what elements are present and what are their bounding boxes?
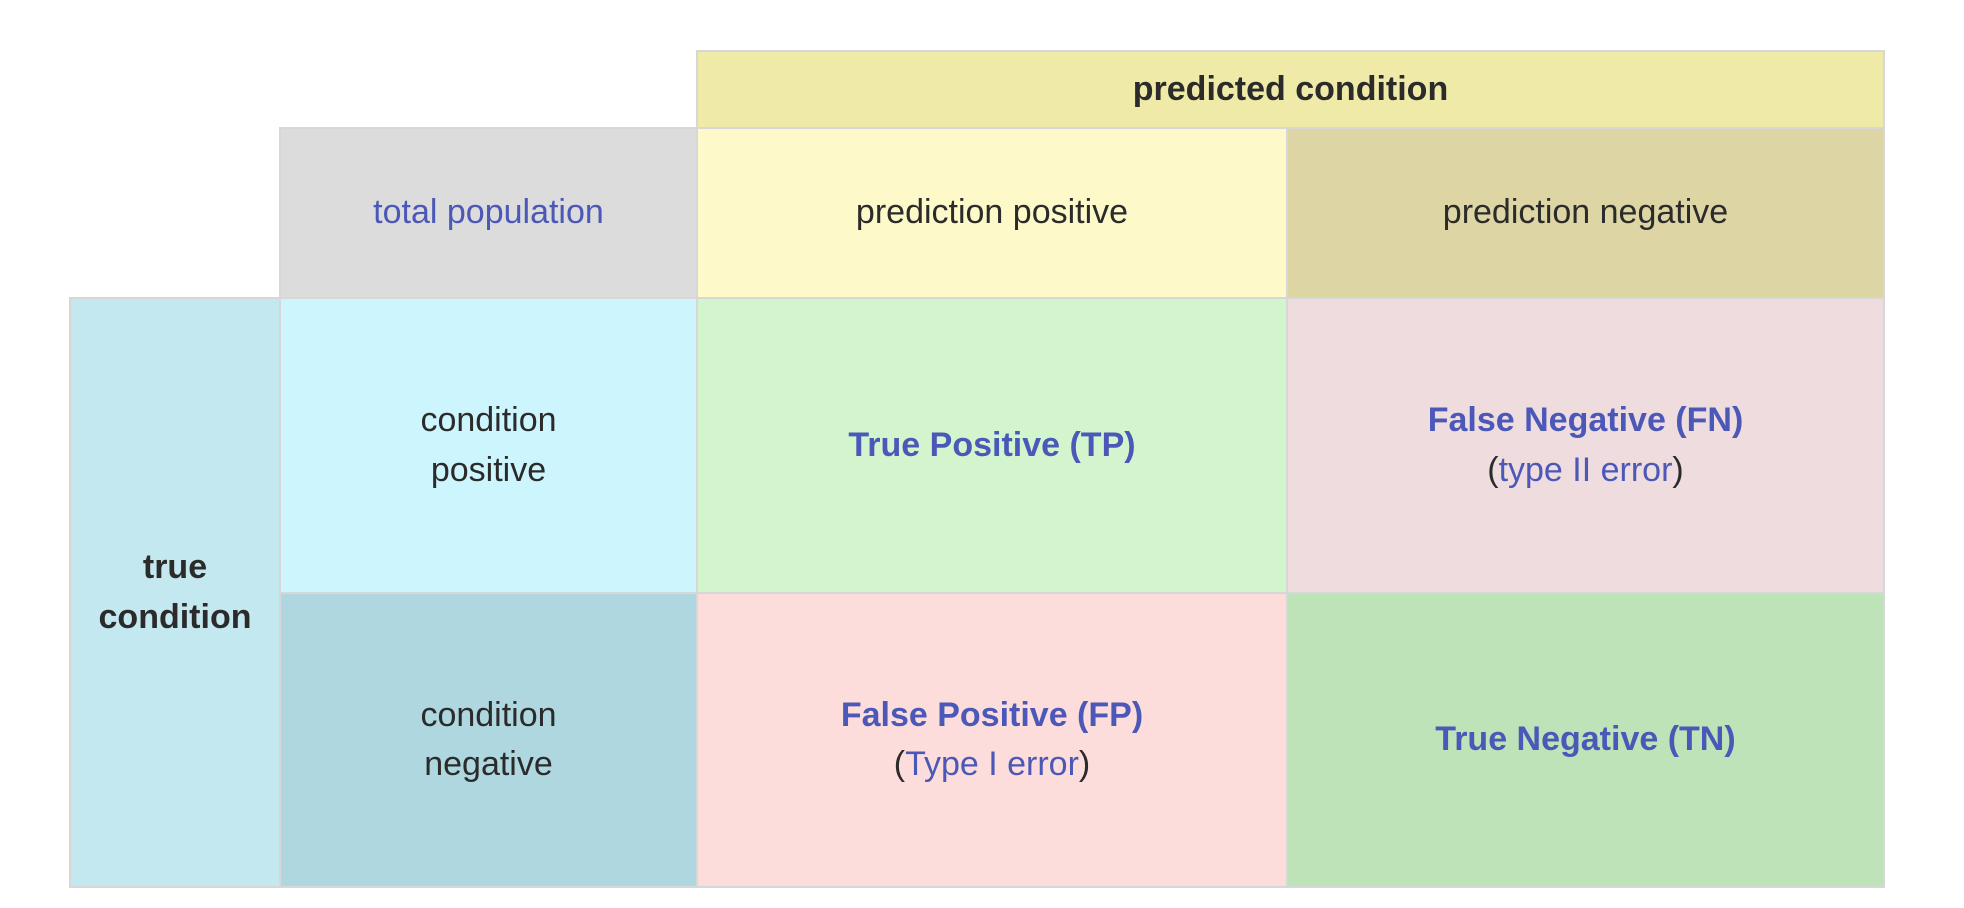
- note-close-paren: ): [1078, 745, 1091, 783]
- false-negative-note: (type II error): [1487, 446, 1684, 495]
- true-negative-cell: True Negative (TN): [1286, 592, 1885, 888]
- true-positive-cell: True Positive (TP): [696, 297, 1288, 594]
- false-negative-note-text: type II error: [1498, 450, 1673, 489]
- condition-positive-label: condition positive: [420, 401, 557, 489]
- note-close-paren: ): [1672, 450, 1684, 489]
- condition-negative-label: condition negative: [420, 695, 557, 783]
- prediction-negative-label: prediction negative: [1442, 193, 1729, 232]
- total-population-label: total population: [373, 193, 604, 232]
- note-open-paren: (: [1487, 450, 1499, 489]
- condition-positive-header: condition positive: [279, 297, 698, 594]
- false-positive-label: False Positive (FP): [840, 695, 1144, 734]
- predicted-condition-header: predicted condition: [696, 50, 1885, 129]
- false-positive-note: (Type I error): [894, 740, 1091, 789]
- condition-negative-header: condition negative: [279, 592, 698, 888]
- false-positive-cell: False Positive (FP) (Type I error): [696, 592, 1288, 888]
- total-population-header: total population: [279, 127, 698, 299]
- true-condition-header: true condition: [69, 297, 281, 888]
- prediction-negative-header: prediction negative: [1286, 127, 1885, 299]
- false-positive-note-text: Type I error: [905, 745, 1079, 783]
- predicted-condition-label: predicted condition: [1132, 69, 1449, 108]
- false-negative-cell: False Negative (FN) (type II error): [1286, 297, 1885, 594]
- note-open-paren: (: [893, 745, 906, 783]
- true-positive-label: True Positive (TP): [848, 425, 1136, 464]
- true-negative-label: True Negative (TN): [1435, 720, 1736, 759]
- false-negative-label: False Negative (FN): [1427, 401, 1744, 440]
- true-condition-label: true condition: [98, 548, 252, 636]
- prediction-positive-header: prediction positive: [696, 127, 1288, 299]
- prediction-positive-label: prediction positive: [855, 193, 1129, 232]
